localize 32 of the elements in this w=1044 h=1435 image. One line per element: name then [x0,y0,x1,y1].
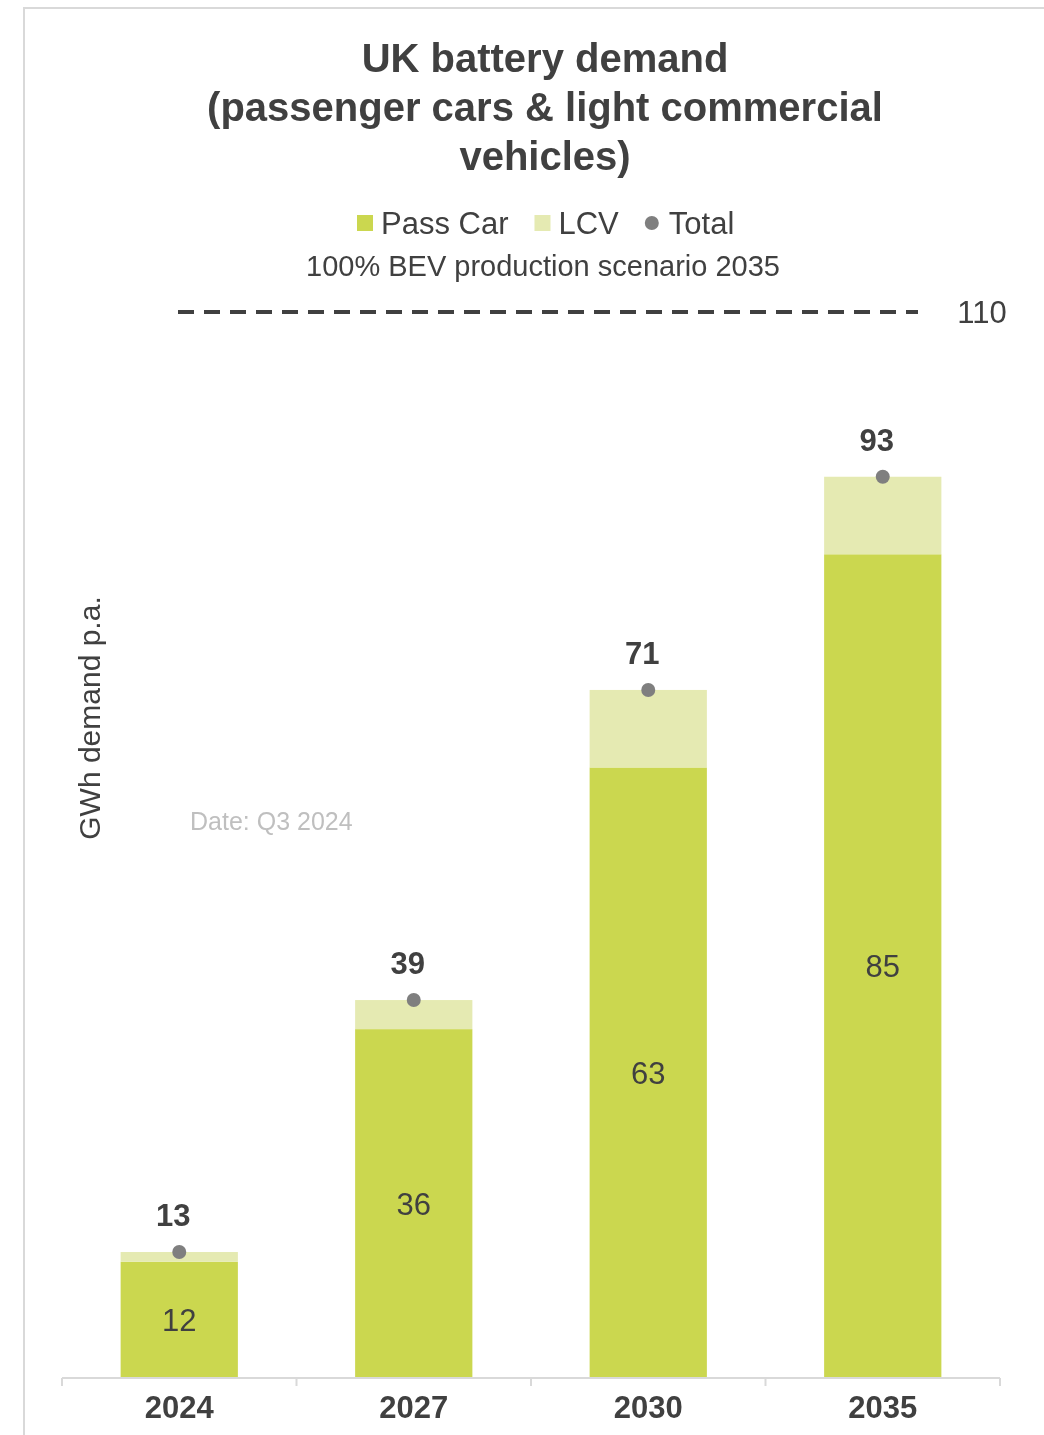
bar [824,476,942,555]
y-axis-title: GWh demand p.a. [73,596,106,840]
data-label: 12 [162,1302,197,1338]
legend-label: LCV [558,206,620,241]
text: UK battery demand (passenger cars & light commercial vehicles) [207,36,883,178]
bar [824,554,942,1378]
bar [355,1000,473,1030]
annotation: Date: Q3 2024 [190,807,353,835]
point [406,993,421,1008]
bar [355,1029,473,1378]
bar [589,689,707,768]
data-label: 63 [631,1055,666,1091]
x-tick-label: 2035 [848,1390,918,1425]
bar [120,1261,238,1378]
data-label: 36 [396,1186,431,1222]
data-label: 13 [156,1198,191,1234]
x-tick-label: 2024 [144,1390,215,1425]
data-label: 39 [390,946,425,982]
point [641,682,656,697]
x-tick-label: 2027 [379,1390,449,1425]
legend-label: Total [668,206,735,241]
point [875,469,890,484]
data-label: 93 [859,422,894,458]
ref-line-label: 110 [957,295,1007,330]
data-label: 85 [865,949,900,985]
data-label: 71 [625,635,660,671]
point [172,1245,187,1260]
legend-label: Pass Car [381,206,509,241]
annotation: 100% BEV production scenario 2035 [306,250,780,282]
bar [589,767,707,1378]
bar [120,1252,238,1262]
x-tick-label: 2030 [613,1390,683,1425]
